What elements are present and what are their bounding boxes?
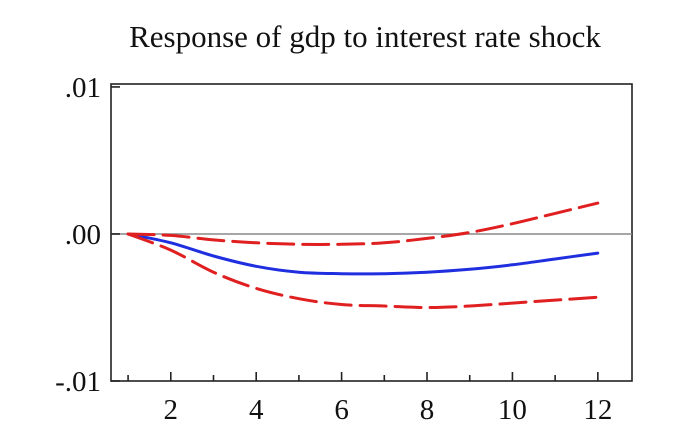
plot-area [110, 83, 633, 382]
x-tick-label: 8 [420, 394, 435, 426]
response-line [126, 232, 600, 276]
x-tick-label: 10 [498, 394, 527, 426]
chart-title: Response of gdp to interest rate shock [129, 19, 601, 54]
x-tick-label: 4 [249, 394, 264, 426]
x-tick-label: 12 [583, 394, 612, 426]
lower-band-line [126, 232, 600, 310]
x-tick-label: 6 [334, 394, 349, 426]
x-axis: 2 4 6 8 10 12 [127, 372, 612, 426]
y-tick-label: -.01 [55, 366, 101, 398]
series-layer [126, 201, 600, 310]
plot-frame [110, 83, 633, 382]
y-axis: .01 .00 -.01 [55, 72, 120, 398]
x-tick-label: 2 [164, 394, 179, 426]
y-tick-label: .01 [65, 72, 101, 104]
y-tick-label: .00 [65, 219, 101, 251]
upper-band-line [126, 201, 600, 246]
